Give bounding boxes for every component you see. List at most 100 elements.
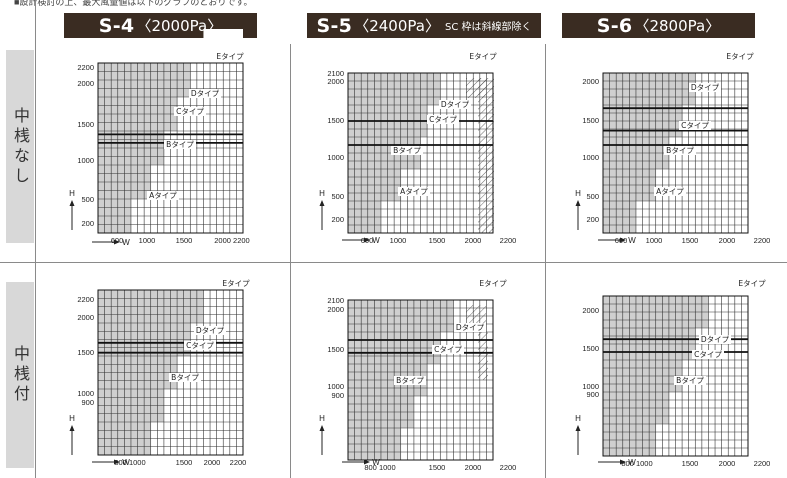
chart1-xtick: 2000 xyxy=(465,236,482,245)
chart1-frame xyxy=(347,72,494,234)
left-edge-line xyxy=(35,0,36,478)
chart2-xtick: 1000 xyxy=(646,236,663,245)
chart2-region-label: Dタイプ xyxy=(691,83,720,92)
chart1-ytick: 1500 xyxy=(327,116,344,125)
chart0-ylabel: H xyxy=(69,189,75,198)
chart1-ytick: 2000 xyxy=(327,77,344,86)
chart0-h-arrow-icon xyxy=(69,200,75,206)
chart0-region-label: Dタイプ xyxy=(191,89,220,98)
chart1-hatch-top xyxy=(466,78,486,98)
chart1-region-label: Aタイプ xyxy=(400,187,428,196)
chart1-ytick: 500 xyxy=(331,192,344,201)
chart2-ylabel: H xyxy=(575,189,581,198)
chart2-xtick: 2000 xyxy=(719,236,736,245)
header-s6-code: S-6 xyxy=(596,14,633,37)
chart1-ytick: 1000 xyxy=(327,153,344,162)
chart2-region-label: Bタイプ xyxy=(666,146,694,155)
chart5-xtick: 2000 xyxy=(719,459,736,468)
chart2-h-arrow-icon xyxy=(575,200,581,206)
chart1-region-label-bg xyxy=(398,187,430,196)
chart1-region-label: Cタイプ xyxy=(429,115,457,124)
chart1-hatch-main xyxy=(478,78,494,233)
chart4-w-arrow-icon xyxy=(364,459,370,465)
chart0-region-label-bg xyxy=(174,107,206,116)
chart3-ylabel: H xyxy=(69,414,75,423)
chart1-region-label-bg xyxy=(439,100,471,109)
chart5-ytick: 1000 xyxy=(582,382,599,391)
chart0-region-label: Eタイプ xyxy=(216,52,244,61)
column-separator-right xyxy=(545,44,546,478)
chart4-ylabel: H xyxy=(319,414,325,423)
chart5-ytick: 1500 xyxy=(582,344,599,353)
chart4-region-label-bg xyxy=(477,279,509,288)
chart5-region-label: Bタイプ xyxy=(676,376,704,385)
chart4-ytick: 1500 xyxy=(327,345,344,354)
chart2-w-arrow-icon xyxy=(620,237,626,243)
chart2-ytick: 1500 xyxy=(582,116,599,125)
chart5-xlabel: W xyxy=(628,458,636,467)
chart3-h-arrow-icon xyxy=(69,425,75,431)
chart0-xlabel: W xyxy=(122,238,130,247)
chart2-xtick: 2200 xyxy=(754,236,771,245)
chart5-xtick: 2200 xyxy=(754,459,771,468)
header-s5-pressure: 〈2400Pa〉 xyxy=(354,17,440,35)
chart5-ytick: 900 xyxy=(586,390,599,399)
chart0-region-label: Aタイプ xyxy=(149,191,177,200)
chart0-xtick: 600 xyxy=(111,236,124,245)
top-caption: ■設計検討の上、最大風量値は以下のグラフのとおりです。 xyxy=(14,0,253,6)
chart2-region-label-bg xyxy=(664,146,696,155)
chart0-frame xyxy=(97,62,244,234)
chart4-region-label-bg xyxy=(454,323,486,332)
chart4-xtick: 1500 xyxy=(429,463,446,472)
chart0-region-label-bg xyxy=(189,89,221,98)
chart3-xtick: 1500 xyxy=(176,458,193,467)
chart5-region-label-bg xyxy=(692,350,724,359)
chart0-xtick: 1000 xyxy=(139,236,156,245)
header-s4-code: S-4 xyxy=(98,14,135,37)
chart2-region-label: Eタイプ xyxy=(726,52,754,61)
chart2-region-label: Aタイプ xyxy=(656,187,684,196)
chart0-ytick: 200 xyxy=(81,219,94,228)
chart3-region-label-bg xyxy=(184,341,216,350)
chart0-region-label-bg xyxy=(147,191,179,200)
chart0-xtick: 1500 xyxy=(176,236,193,245)
chart2-ytick: 500 xyxy=(586,192,599,201)
chart1-xlabel: W xyxy=(372,236,380,245)
chart4-xtick: 800 1000 xyxy=(364,463,395,472)
chart4-ytick: 2000 xyxy=(327,305,344,314)
chart5-region-label-bg xyxy=(736,279,768,288)
chart4-ytick: 2100 xyxy=(327,296,344,305)
chart3-region-label: Bタイプ xyxy=(171,373,199,382)
chart4-region-label: Cタイプ xyxy=(434,345,462,354)
chart5-region-label-bg xyxy=(699,335,731,344)
chart2-region-label-bg xyxy=(679,121,711,130)
chart5-xtick: 1500 xyxy=(682,459,699,468)
chart5-w-arrow-icon xyxy=(620,459,626,465)
chart2-region-label-bg xyxy=(689,83,721,92)
chart3-region-label: Cタイプ xyxy=(186,341,214,350)
chart4-region-label: Eタイプ xyxy=(479,279,507,288)
chart5-h-arrow-icon xyxy=(575,425,581,431)
row-label-with-mullion-text: 中桟付 xyxy=(11,345,30,405)
header-s6-pressure: 〈2800Pa〉 xyxy=(634,17,721,35)
chart1-h-arrow-icon xyxy=(319,200,325,206)
chart0-ytick: 1500 xyxy=(77,120,94,129)
header-s4-pressure: 〈2000Pa〉 xyxy=(136,17,223,35)
chart2-xlabel: W xyxy=(628,236,636,245)
chart0-ytick: 1000 xyxy=(77,156,94,165)
chart1-region-label: Bタイプ xyxy=(393,146,421,155)
chart5-region-label: Cタイプ xyxy=(694,350,722,359)
chart4-region-label: Bタイプ xyxy=(396,376,424,385)
header-s5: S-5 〈2400Pa〉 SC 枠は斜線部除く xyxy=(307,13,541,38)
chart1-ylabel: H xyxy=(319,189,325,198)
chart4-xlabel: W xyxy=(372,458,380,467)
chart1-ytick: 200 xyxy=(331,215,344,224)
chart4-frame xyxy=(347,299,494,461)
chart4-ytick: 900 xyxy=(331,391,344,400)
chart4-hatch-top xyxy=(478,330,488,380)
chart0-w-arrow-icon xyxy=(114,239,120,245)
chart3-ytick: 2200 xyxy=(77,295,94,304)
chart3-frame xyxy=(97,289,244,456)
chart5-xtick: 800 1000 xyxy=(621,459,652,468)
chart2-ytick: 200 xyxy=(586,215,599,224)
